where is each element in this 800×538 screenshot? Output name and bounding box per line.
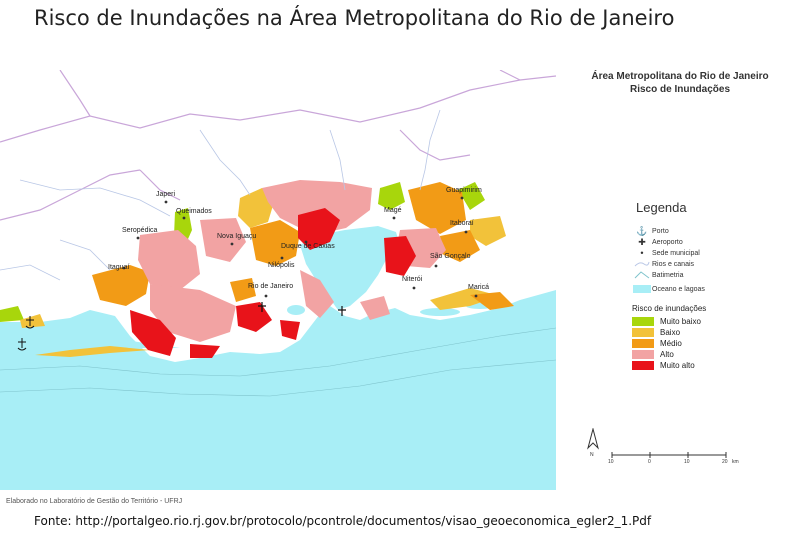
scale-tick-label: 10 (608, 459, 614, 465)
municipal-seat-dots (122, 196, 478, 298)
risk-muito-alto (130, 208, 416, 358)
map-title-line2: Risco de Inundações (629, 84, 731, 95)
scale-unit-label: km (732, 459, 739, 465)
city-label-rio-de-janeiro: Rio de Janeiro (248, 283, 294, 290)
bathymetry-icon (632, 271, 652, 279)
flood-risk-map: Japeri Queimados Seropédica Nova Iguaçu … (0, 70, 556, 490)
risk-level-baixo: Baixo (632, 327, 680, 337)
risk-level-label: Muito baixo (660, 316, 701, 326)
lagoon (420, 308, 460, 316)
anchor-icon (17, 316, 35, 351)
city-label-nova-iguacu: Nova Iguaçu (217, 233, 257, 240)
map-graphic (0, 70, 556, 490)
airport-icon (258, 302, 346, 316)
city-label-sao-goncalo: São Gonçalo (430, 253, 471, 260)
risk-level-label: Médio (660, 338, 682, 348)
airport-icon: ✚ (638, 236, 646, 247)
source-citation: Fonte: http://portalgeo.rio.rj.gov.br/pr… (34, 514, 652, 528)
legend-item-label: Aeroporto (652, 238, 683, 246)
legend-item-label: Batimetria (652, 271, 684, 279)
rivers (0, 109, 441, 281)
city-label-niteroi: Niterói (402, 276, 423, 283)
legend-item-porto: ⚓ Porto (632, 225, 669, 236)
risk-level-muito-alto: Muito alto (632, 360, 695, 370)
legend-item-aeroporto: ✚ Aeroporto (632, 237, 683, 247)
city-label-itaborai: Itaboraí (450, 220, 474, 227)
risk-medio (92, 182, 514, 310)
legend-title: Legenda (636, 200, 687, 215)
city-label-japeri: Japeri (156, 191, 176, 198)
risk-swatch (632, 327, 654, 337)
north-arrow-label: N (590, 452, 594, 458)
scale-tick-label: 20 (722, 459, 728, 465)
city-label-itaguai: Itaguaí (108, 264, 130, 271)
city-label-marica: Maricá (468, 284, 490, 291)
risk-level-label: Alto (660, 349, 674, 359)
legend-item-label: Sede municipal (652, 249, 700, 257)
risk-level-medio: Médio (632, 338, 682, 348)
legend-item-oceano: Oceano e lagoas (632, 284, 705, 294)
risk-level-muito-baixo: Muito baixo (632, 316, 701, 326)
scale-bar (611, 452, 727, 458)
municipal-boundaries (0, 70, 556, 221)
anchor-icon: ⚓ (636, 225, 648, 236)
city-label-guapimirim: Guapimirim (446, 187, 482, 194)
risk-swatch (632, 338, 654, 348)
risk-alto (138, 180, 446, 342)
city-label-seropedica: Seropédica (122, 227, 158, 234)
risk-swatch (632, 360, 654, 370)
legend-item-label: Rios e canais (652, 260, 695, 268)
legend-item-batimetria: Batimetria (632, 270, 684, 280)
city-label-mage: Magé (384, 207, 402, 214)
risk-level-alto: Alto (632, 349, 674, 359)
ocean-swatch (633, 285, 651, 293)
legend-item-rios: Rios e canais (632, 259, 694, 269)
map-title-line1: Área Metropolitana do Rio de Janeiro (591, 71, 769, 82)
city-label-queimados: Queimados (176, 208, 212, 215)
legend-item-sede-municipal: • Sede municipal (632, 248, 700, 258)
slide-title: Risco de Inundações na Área Metropolitan… (34, 6, 675, 30)
north-arrow-icon (587, 428, 599, 450)
sandbar (35, 346, 150, 357)
river-icon (632, 260, 652, 268)
risk-level-label: Baixo (660, 327, 681, 337)
legend-item-label: Oceano e lagoas (652, 285, 705, 293)
risk-legend-title: Risco de inundações (632, 304, 707, 313)
lagoon (287, 305, 305, 315)
risk-swatch (632, 349, 654, 359)
risk-level-label: Muito alto (660, 360, 695, 370)
legend-item-label: Porto (652, 227, 669, 235)
dot-icon: • (640, 248, 644, 258)
map-credit: Elaborado no Laboratório de Gestão do Te… (6, 498, 183, 505)
risk-swatch (632, 316, 654, 326)
scale-tick-label: 0 (648, 459, 651, 465)
scale-tick-label: 10 (684, 459, 690, 465)
risk-baixo (20, 188, 506, 328)
bathymetry-lines (0, 327, 556, 397)
map-title: Área Metropolitana do Rio de Janeiro Ris… (565, 70, 795, 96)
city-label-duque-de-caxias: Duque de Caxias (281, 243, 335, 250)
city-label-nilopolis: Nilópolis (268, 262, 295, 269)
